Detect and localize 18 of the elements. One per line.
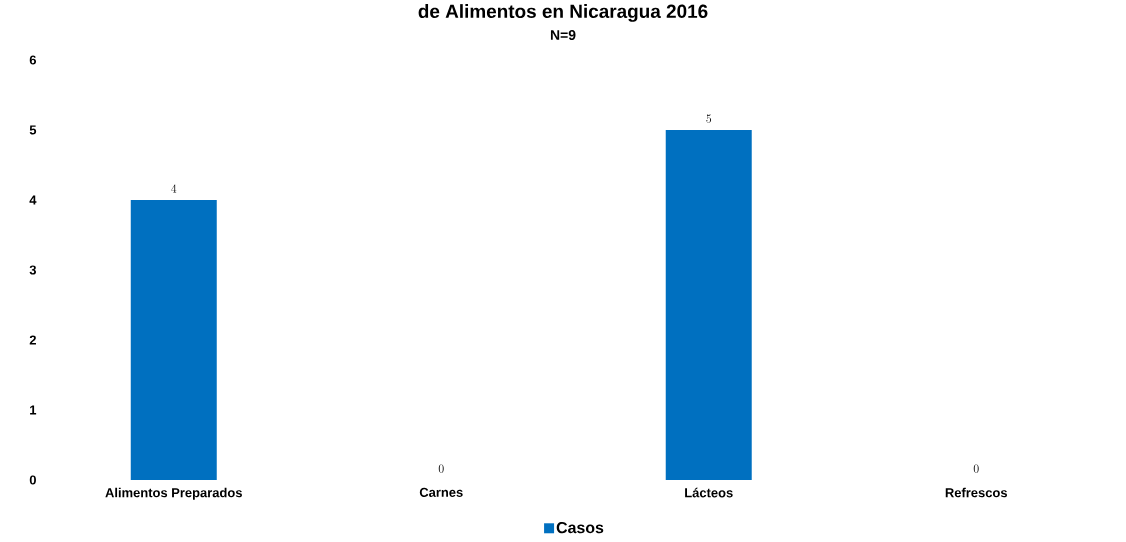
x-tick-label: Carnes <box>419 487 463 497</box>
y-tick-label: 4 <box>29 195 37 205</box>
y-tick-label: 0 <box>29 475 36 485</box>
chart-subtitle: N=9 <box>550 30 576 40</box>
y-tick-label: 6 <box>29 55 37 65</box>
data-label: 5 <box>706 114 712 123</box>
x-tick-label: Refrescos <box>945 487 1007 498</box>
data-label: 0 <box>438 464 444 473</box>
y-tick-label: 5 <box>29 125 37 135</box>
data-label: 4 <box>171 184 177 193</box>
y-tick-label: 2 <box>29 335 36 345</box>
y-tick-label: 3 <box>29 265 37 275</box>
y-tick-label: 1 <box>30 405 37 415</box>
legend-label: Casos <box>556 521 604 534</box>
x-tick-label: Alimentos Preparados <box>105 487 242 500</box>
data-label: 0 <box>973 464 979 473</box>
chart-title: de Alimentos en Nicaragua 2016 <box>418 4 708 22</box>
x-tick-label: Lácteos <box>685 487 733 498</box>
